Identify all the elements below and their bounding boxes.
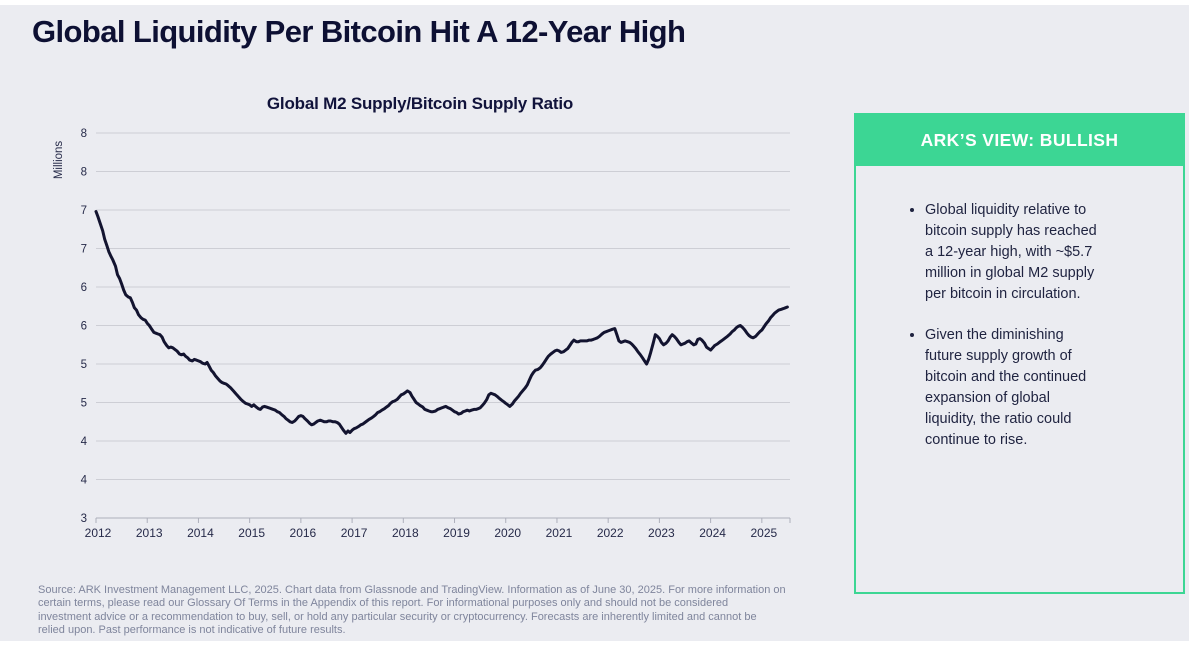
y-tick-label: 3: [81, 513, 87, 525]
y-tick-label: 6: [81, 321, 87, 333]
x-tick-label: 2025: [750, 526, 777, 540]
y-tick-label: 7: [81, 205, 87, 217]
ratio-line-series: [94, 210, 789, 435]
ark-view-panel: ARK’S VIEW: BULLISH Global liquidity rel…: [854, 113, 1185, 594]
x-tick-label: 2019: [443, 526, 470, 540]
ark-view-body: Global liquidity relative to bitcoin sup…: [856, 166, 1183, 451]
page-title: Global Liquidity Per Bitcoin Hit A 12-Ye…: [32, 14, 686, 49]
x-tick-label: 2014: [187, 526, 214, 540]
chart-title: Global M2 Supply/Bitcoin Supply Ratio: [266, 94, 574, 113]
footer-disclaimer: Source: ARK Investment Management LLC, 2…: [38, 584, 786, 638]
y-tick-label: 4: [81, 436, 88, 448]
bullet-item: Global liquidity relative to bitcoin sup…: [910, 200, 1147, 305]
y-tick-label: 5: [81, 398, 87, 410]
x-tick-label: 2016: [290, 526, 317, 540]
y-tick-label: 6: [81, 282, 87, 294]
x-tick-label: 2023: [648, 526, 675, 540]
footer-line: Source: ARK Investment Management LLC, 2…: [38, 584, 786, 596]
y-tick-label: 8: [81, 167, 87, 179]
x-tick-label: 2012: [85, 526, 112, 540]
bullet-item: Given the diminishing future supply grow…: [910, 325, 1147, 451]
y-tick-label: 7: [81, 244, 87, 256]
x-tick-label: 2022: [597, 526, 624, 540]
y-tick-label: 5: [81, 359, 87, 371]
y-tick-label: 4: [81, 475, 88, 487]
top-margin-strip: [0, 0, 1189, 5]
x-tick-label: 2013: [136, 526, 163, 540]
page-background: [0, 5, 1189, 641]
bottom-margin-strip: [0, 641, 1189, 646]
x-tick-label: 2020: [494, 526, 521, 540]
ark-view-header: ARK’S VIEW: BULLISH: [856, 115, 1183, 166]
x-tick-label: 2015: [238, 526, 265, 540]
x-tick-label: 2024: [699, 526, 726, 540]
footer-line: certain terms, please read our Glossary …: [38, 597, 729, 610]
y-axis-label: Millions: [53, 141, 65, 180]
footer-line: investment advice or a recommendation to…: [38, 610, 757, 623]
x-tick-label: 2021: [546, 526, 573, 540]
y-tick-label: 8: [81, 128, 87, 140]
footer-line: relied upon. Past performance is not ind…: [38, 624, 346, 637]
x-tick-label: 2017: [341, 526, 368, 540]
ark-view-bullet-list: Global liquidity relative to bitcoin sup…: [910, 200, 1147, 451]
x-tick-label: 2018: [392, 526, 419, 540]
